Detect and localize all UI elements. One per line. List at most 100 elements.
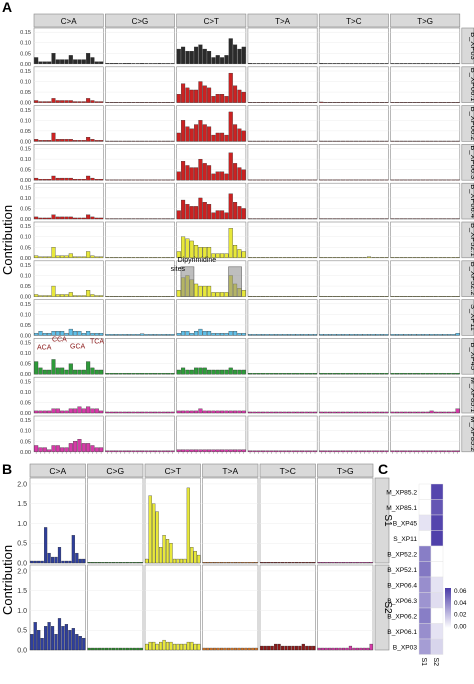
bar (81, 369, 86, 375)
bar-b (118, 647, 123, 651)
ytick-label: 0.05 (20, 168, 31, 174)
strip-b-label-t-g: T>G (337, 466, 354, 476)
bar (323, 372, 328, 375)
bar-b (104, 562, 109, 564)
panel-c: M_XP85.2 M_XP85.1 B_XP45 S_XP11 B_XP52.2 B_XP… (386, 483, 467, 666)
bar (153, 334, 158, 336)
facet-m-xp85-2-t-c (318, 415, 389, 453)
bar (278, 450, 283, 452)
bar (384, 411, 389, 414)
bar-b (237, 647, 241, 651)
strip-b-label-t-a: T>A (222, 466, 238, 476)
bar (94, 217, 99, 220)
bar (438, 372, 443, 375)
bar (224, 212, 229, 220)
bar (64, 369, 69, 375)
bar (189, 410, 194, 414)
bar (379, 411, 385, 414)
bar-b (132, 562, 136, 564)
heatmap-cell (430, 545, 444, 562)
row-label-b-S1: S1 (382, 514, 393, 527)
bar (429, 450, 434, 452)
bar-b (213, 647, 217, 651)
facet-b-xp03-c-g (105, 27, 175, 65)
row-label-b-xp52-1: B_XP52.1 (469, 223, 474, 257)
bar (319, 334, 324, 336)
heatmap-cell (430, 592, 444, 609)
bar (153, 450, 158, 452)
bar-b (179, 558, 184, 564)
bar (237, 449, 242, 452)
annotation-dipyrimidine-line1: Dipyrimidine (178, 257, 217, 264)
bar-b (115, 647, 119, 651)
bar (278, 372, 283, 375)
heatmap-cell (418, 514, 432, 531)
bar (412, 372, 417, 375)
bar (114, 334, 119, 336)
bar (118, 411, 123, 414)
bar (207, 331, 212, 336)
ytick-label: 0.10 (20, 196, 31, 202)
bar (220, 94, 225, 103)
bar (224, 292, 229, 297)
bar-b (155, 643, 159, 651)
bar (278, 411, 283, 414)
bar-b (179, 643, 184, 651)
ytick-label: 0.15 (20, 30, 31, 36)
bar (81, 333, 86, 336)
bar (181, 410, 186, 414)
ytick-label: 0.00 (20, 62, 31, 68)
ytick-label-b: 0.5 (17, 628, 27, 635)
bar (140, 333, 145, 336)
bar (241, 369, 246, 375)
bar (68, 55, 73, 64)
bar (42, 333, 47, 336)
bar (407, 372, 413, 375)
bar (47, 217, 52, 220)
bar (211, 449, 216, 452)
facet-b-xp06-1-t-c (318, 66, 389, 103)
bar (73, 331, 78, 336)
bar (390, 334, 395, 336)
bar (451, 411, 456, 414)
ytick-label-b: 0.5 (17, 541, 27, 548)
bar (47, 101, 52, 103)
ytick-label: 0.00 (20, 178, 31, 184)
bar (194, 410, 199, 414)
bar (228, 228, 233, 258)
strip-label-c-a: C>A (61, 17, 77, 26)
bar (185, 369, 190, 375)
bar (73, 295, 78, 297)
strip-label-t-c: T>C (346, 17, 362, 26)
bar-b (267, 562, 271, 564)
bar-b (317, 647, 321, 651)
bar (237, 89, 242, 103)
bar-b (122, 562, 126, 564)
bar (105, 334, 110, 336)
bar (211, 173, 216, 181)
strip-b-label-t-c: T>C (280, 466, 296, 476)
bar-b (308, 562, 312, 564)
bar (429, 334, 434, 336)
heatmap-cell (418, 607, 432, 624)
bar (319, 101, 324, 103)
bar (390, 411, 395, 414)
bar (336, 450, 341, 452)
bar-b (186, 487, 190, 564)
bar (261, 450, 266, 452)
bar-b (37, 560, 41, 564)
bar-b (101, 647, 105, 651)
bar (181, 120, 186, 142)
strip-b-label-c-a: C>A (49, 466, 66, 476)
bar (194, 245, 199, 258)
bar-b (338, 647, 342, 651)
bar (233, 331, 238, 336)
bar (170, 411, 175, 414)
bar-b (78, 558, 82, 564)
heatmap-cell (430, 561, 444, 578)
bar-b (298, 562, 302, 564)
bar (94, 140, 99, 142)
facet-b-S1-c-g (87, 477, 144, 564)
bar (185, 331, 190, 336)
bar (455, 372, 460, 375)
